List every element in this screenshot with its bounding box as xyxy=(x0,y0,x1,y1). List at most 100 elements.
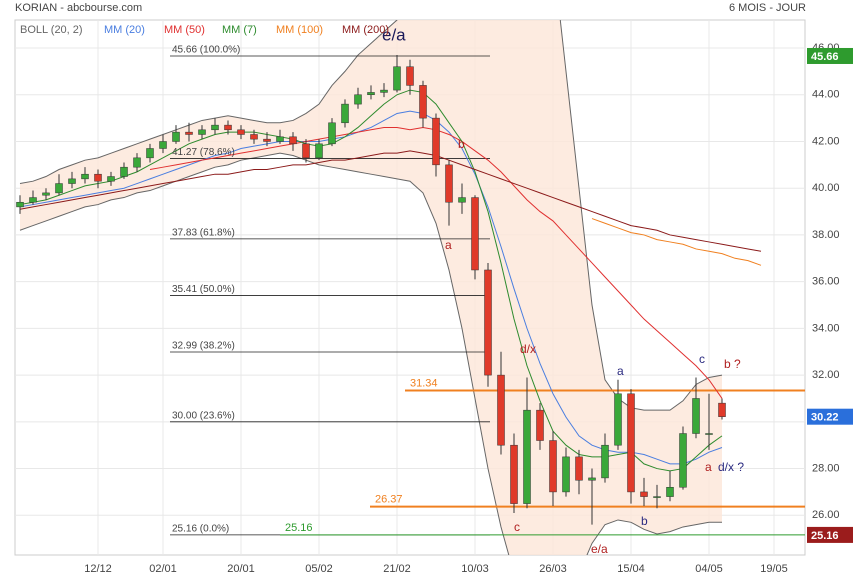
candle-body xyxy=(341,103,349,124)
candle-body xyxy=(549,440,557,493)
legend-entry: MM (200) xyxy=(342,24,389,36)
x-tick-label: 19/05 xyxy=(760,563,788,575)
x-tick-label: 02/01 xyxy=(149,563,177,575)
wave-annotation: d/x xyxy=(520,342,536,356)
candle-body xyxy=(159,141,167,149)
candle-body xyxy=(146,148,154,159)
price-tag-label: 45.66 xyxy=(811,51,839,63)
candle-body xyxy=(510,444,518,504)
candle-body xyxy=(536,409,544,441)
level-label: 26.37 xyxy=(375,494,403,506)
y-tick-label: 44.00 xyxy=(812,89,840,101)
fibonacci-label: 30.00 (23.6%) xyxy=(172,410,235,421)
candle-body xyxy=(484,269,492,376)
candle-body xyxy=(432,117,440,166)
wave-annotation: a xyxy=(705,460,712,474)
candle-body xyxy=(614,393,622,446)
candle-body xyxy=(68,178,76,184)
legend-entry: MM (20) xyxy=(104,24,145,36)
candle-body xyxy=(601,444,609,479)
candle-body xyxy=(16,201,24,208)
candle-body xyxy=(42,192,50,196)
candle-body xyxy=(653,496,661,498)
legend-entry: MM (100) xyxy=(276,24,323,36)
x-tick-label: 10/03 xyxy=(461,563,489,575)
candle-body xyxy=(718,402,726,417)
legend-entry: BOLL (20, 2) xyxy=(20,24,83,36)
candle-body xyxy=(458,197,466,203)
candle-body xyxy=(575,456,583,481)
wave-annotation: b ? xyxy=(724,357,741,371)
candle-body xyxy=(250,134,258,140)
legend-entry: MM (7) xyxy=(222,24,257,36)
chart-title: KORIAN - abcbourse.com xyxy=(15,2,142,14)
y-tick-label: 40.00 xyxy=(812,182,840,194)
candle-body xyxy=(471,197,479,271)
price-tag xyxy=(807,408,853,425)
candle-body xyxy=(276,136,284,142)
candle-body xyxy=(666,486,674,497)
candle-body xyxy=(107,176,115,182)
candle-body xyxy=(133,157,141,168)
x-tick-label: 12/12 xyxy=(84,563,112,575)
wave-annotation: a xyxy=(445,238,452,252)
wave-annotation: c xyxy=(699,352,705,366)
y-tick-label: 34.00 xyxy=(812,322,840,334)
candle-body xyxy=(328,122,336,145)
bollinger-fill xyxy=(20,20,722,555)
candle-body xyxy=(55,183,63,194)
candle-body xyxy=(692,398,700,434)
candle-body xyxy=(302,143,310,159)
candle-body xyxy=(237,129,245,135)
y-tick-label: 36.00 xyxy=(812,276,840,288)
price-tag-label: 30.22 xyxy=(811,412,839,424)
price-tag-label: 25.16 xyxy=(811,530,839,542)
candle-body xyxy=(627,393,635,493)
x-tick-label: 26/03 xyxy=(539,563,567,575)
x-tick-label: 20/01 xyxy=(227,563,255,575)
fibonacci-label: 25.16 (0.0%) xyxy=(172,524,229,535)
candle-body xyxy=(445,164,453,203)
ma-line xyxy=(591,218,762,266)
candle-body xyxy=(562,456,570,493)
x-tick-label: 15/04 xyxy=(617,563,645,575)
y-tick-label: 42.00 xyxy=(812,135,840,147)
price-tag xyxy=(807,47,853,64)
candle-body xyxy=(354,94,362,105)
candle-body xyxy=(120,166,128,177)
candle-body xyxy=(81,173,89,180)
candle-body xyxy=(705,433,713,435)
candle-body xyxy=(263,138,271,142)
candle-body xyxy=(172,131,180,142)
x-tick-label: 21/02 xyxy=(383,563,411,575)
wave-annotation: a xyxy=(617,364,624,378)
fibonacci-label: 37.83 (61.8%) xyxy=(172,228,235,239)
candle-body xyxy=(640,491,648,497)
candle-body xyxy=(406,66,414,86)
wave-annotation: d/x ? xyxy=(718,460,744,474)
fibonacci-label: 35.41 (50.0%) xyxy=(172,284,235,295)
candle-body xyxy=(393,66,401,91)
ma-line xyxy=(19,150,762,252)
x-tick-label: 04/05 xyxy=(695,563,723,575)
wave-annotation: c xyxy=(514,520,520,534)
candle-body xyxy=(185,131,193,135)
level-label: 31.34 xyxy=(410,377,438,389)
candle-body xyxy=(224,124,232,131)
bollinger-lower xyxy=(19,152,722,555)
wave-annotation: b xyxy=(641,514,648,528)
wave-annotation: e/a xyxy=(382,25,406,44)
x-tick-label: 05/02 xyxy=(305,563,333,575)
level-label: 25.16 xyxy=(285,522,313,534)
candle-body xyxy=(29,197,37,203)
candle-body xyxy=(679,433,687,488)
fibonacci-label: 45.66 (100.0%) xyxy=(172,45,240,56)
candle-body xyxy=(419,85,427,119)
price-tag xyxy=(807,526,853,543)
candle-body xyxy=(497,374,505,446)
chart-subtitle: 6 MOIS - JOUR xyxy=(729,2,806,14)
y-tick-label: 28.00 xyxy=(812,462,840,474)
candle-body xyxy=(367,92,375,96)
candle-body xyxy=(523,409,531,504)
